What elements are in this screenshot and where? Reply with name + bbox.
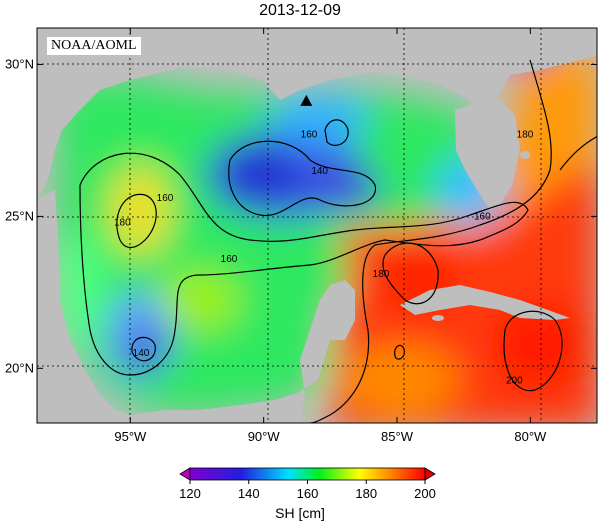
contour-label: 160 [474,211,491,222]
land-isle-of-youth [432,315,444,321]
contour-label: 180 [114,218,131,229]
lon-tick-label: 80°W [514,429,547,444]
axis-ticks: 30°N 25°N 20°N 95°W 90°W 85°W 80°W [5,28,597,444]
contour-200-east [503,310,563,392]
colorbar-max-arrow [424,467,436,481]
colorbar-tick-label: 200 [414,486,436,501]
sea-height-field [55,28,597,423]
colorbar-min-arrow [179,467,191,481]
colorbar-tick-label: 120 [179,486,201,501]
colorbar-tick-label: 160 [297,486,319,501]
colorbar-gradient [189,467,426,481]
contour-140-south [131,336,156,362]
contour-200-northeast [559,135,597,171]
contour-label: 140 [311,166,328,177]
credit-label: NOAA/AOML [47,37,141,55]
lon-tick-label: 85°W [381,429,414,444]
sea-height-map: 160 140 180 160 180 160 160 180 140 200 30°N 25°N 2… [5,27,598,444]
land-florida [455,100,520,210]
lat-tick-label: 25°N [5,208,34,223]
colorbar-ticks: 120 140 160 180 200 [179,480,436,501]
contour-label-layer: 160 140 180 160 180 160 160 180 140 200 [114,129,534,386]
contour-140-center [228,140,376,217]
contour-label: 180 [373,269,390,280]
contour-label: 160 [301,129,318,140]
station-marker-triangle [300,94,313,106]
colorbar-tick-label: 180 [355,486,377,501]
contour-label: 200 [506,376,523,387]
contour-180-west [116,193,157,249]
map-frame [36,27,598,424]
colorbar-unit-label: SH [cm] [275,505,325,521]
land-north-coast [37,28,597,200]
colorbar: 120 140 160 180 200 [179,467,436,501]
lat-tick-label: 20°N [5,360,34,375]
contour-label: 180 [517,129,534,140]
lon-tick-label: 95°W [114,429,147,444]
contour-label: 160 [157,193,174,204]
graticule [37,28,597,423]
contour-160-north [324,119,349,146]
contour-180-east [309,59,552,423]
colorbar-tick-label: 140 [238,486,260,501]
contour-label: 140 [133,348,150,359]
contour-180-loop [382,242,439,305]
lat-tick-label: 30°N [5,56,34,71]
lon-tick-label: 90°W [248,429,281,444]
map-title: 2013-12-09 [259,2,341,19]
land-mexico [37,190,355,423]
land-island-small [520,151,530,159]
contour-label: 160 [221,254,238,265]
